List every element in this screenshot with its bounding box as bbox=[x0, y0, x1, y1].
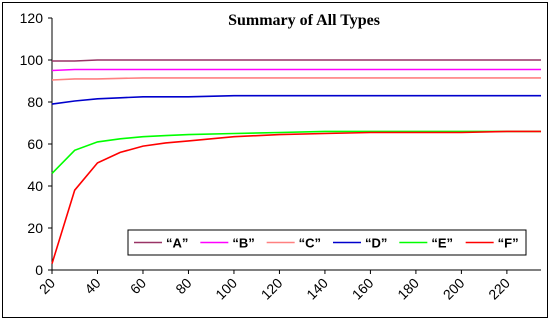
x-tick-label: 100 bbox=[212, 275, 240, 303]
x-tick-label: 140 bbox=[303, 275, 331, 303]
x-tick-label: 40 bbox=[81, 275, 103, 297]
series-line-2 bbox=[51, 68, 541, 72]
legend-label-4: “D” bbox=[365, 236, 387, 251]
legend-label-5: “E” bbox=[431, 236, 453, 251]
y-tick-label: 20 bbox=[27, 220, 43, 236]
legend-label-6: “F” bbox=[498, 236, 519, 251]
legend-label-1: “A” bbox=[166, 236, 188, 251]
series-line-5 bbox=[51, 130, 541, 174]
legend-box bbox=[127, 229, 527, 256]
series-line-4 bbox=[51, 94, 541, 105]
y-tick-label: 120 bbox=[20, 10, 44, 26]
y-tick-label: 60 bbox=[27, 136, 43, 152]
x-tick-label: 160 bbox=[349, 275, 377, 303]
y-tick-label: 0 bbox=[35, 262, 43, 278]
x-tick-label: 180 bbox=[394, 275, 422, 303]
x-tick-label: 80 bbox=[172, 275, 194, 297]
series-line-6 bbox=[51, 130, 541, 264]
x-tick-label: 120 bbox=[258, 275, 286, 303]
series-lines bbox=[51, 59, 541, 264]
y-tick-label: 80 bbox=[27, 94, 43, 110]
x-tick-label: 60 bbox=[127, 275, 149, 297]
y-tick-label: 100 bbox=[20, 52, 44, 68]
x-tick-label: 200 bbox=[440, 275, 468, 303]
chart-frame bbox=[2, 2, 548, 318]
x-tick-label: 220 bbox=[485, 275, 513, 303]
series-line-3 bbox=[51, 77, 541, 81]
series-line-1 bbox=[52, 59, 541, 62]
legend-label-2: “B” bbox=[232, 236, 254, 251]
legend: “A” “B” “C” “D” “E” “F” bbox=[127, 229, 527, 256]
legend-label-3: “C” bbox=[299, 236, 321, 251]
x-tick-label: 20 bbox=[36, 275, 58, 297]
chart-title: Summary of All Types bbox=[228, 12, 380, 29]
y-tick-label: 40 bbox=[27, 178, 43, 194]
